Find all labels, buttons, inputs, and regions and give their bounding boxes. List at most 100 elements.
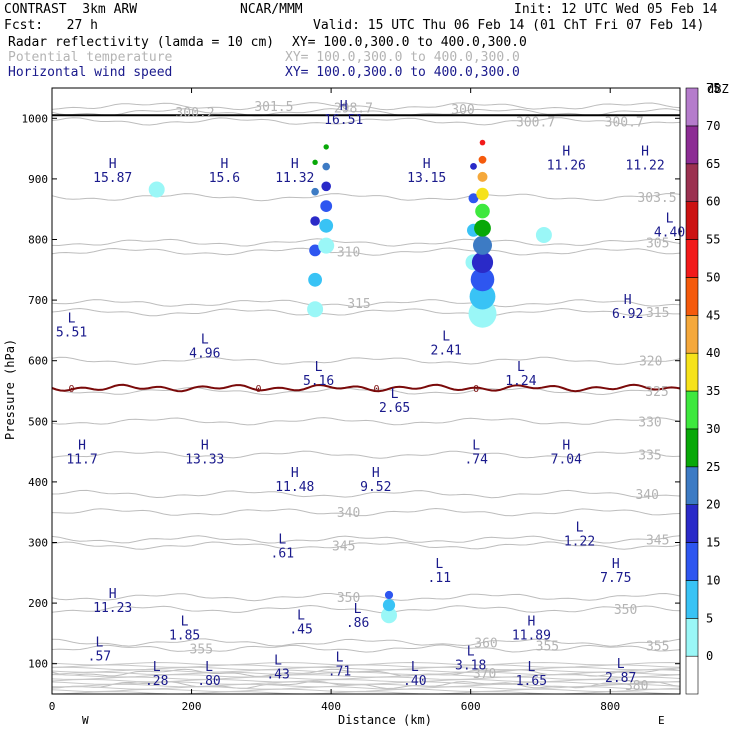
- forecast-hour: Fcst: 27 h: [4, 18, 98, 33]
- wind-extremum-kind: H: [109, 157, 117, 172]
- wind-extremum-value: 13.33: [185, 453, 224, 468]
- colorbar-swatch: [685, 352, 699, 392]
- wind-extremum-value: 2.41: [431, 344, 462, 359]
- theta-label: 360: [474, 637, 497, 652]
- theta-label: 350: [614, 603, 637, 618]
- wind-extremum-kind: H: [612, 557, 620, 572]
- wind-extremum-kind: L: [315, 360, 323, 375]
- theta-contour: [51, 535, 681, 544]
- reflectivity-cell: [478, 155, 487, 164]
- wind-extremum-kind: H: [527, 614, 535, 629]
- theta-label: 303.5: [637, 191, 676, 206]
- theta-label: 345: [332, 540, 355, 555]
- theta-label: 380: [625, 679, 648, 694]
- wind-extremum-value: .28: [145, 674, 168, 689]
- wind-extremum-kind: L: [336, 651, 344, 666]
- wind-extremum-kind: H: [78, 439, 86, 454]
- wind-extremum-value: 1.85: [169, 628, 200, 643]
- theta-label: 305: [646, 237, 669, 252]
- wind-extremum-kind: H: [641, 145, 649, 160]
- wind-extremum-value: 11.48: [275, 480, 314, 495]
- wind-extremum-value: .61: [271, 547, 294, 562]
- wind-extremum-value: .80: [197, 674, 220, 689]
- wind-extremum-value: 9.52: [360, 480, 391, 495]
- wind-extremum-kind: L: [435, 557, 443, 572]
- wind-extremum-kind: L: [467, 645, 475, 660]
- wind-extremum-value: 5.51: [56, 325, 87, 340]
- reflectivity-cell: [382, 599, 396, 612]
- wind-extremum-value: 11.23: [93, 601, 132, 616]
- theta-label: 315: [646, 306, 669, 321]
- wind-extremum-value: .43: [266, 668, 289, 683]
- theta-label: 300.7: [516, 115, 555, 130]
- colorbar-swatch: [685, 617, 699, 657]
- colorbar-swatch: [685, 201, 699, 240]
- reflectivity-cell: [474, 219, 491, 237]
- wind-extremum-kind: L: [274, 654, 282, 669]
- reflectivity-cell: [311, 187, 319, 196]
- zero-contour-label: 0: [373, 384, 379, 395]
- colorbar-tick-label: 30: [706, 422, 720, 436]
- wind-extremum-value: .45: [289, 622, 312, 637]
- reflectivity-cell: [320, 200, 333, 213]
- colorbar-swatch: [685, 314, 699, 354]
- wind-extremum-value: 4.96: [189, 347, 220, 362]
- theta-label: 315: [347, 297, 370, 312]
- theta-contour: [51, 604, 681, 614]
- reflectivity-cell: [310, 216, 320, 226]
- reflectivity-cell: [476, 187, 489, 201]
- wind-extremum-kind: H: [291, 466, 299, 481]
- y-tick-label: 900: [28, 173, 48, 186]
- colorbar-tick-label: 45: [706, 308, 720, 322]
- wind-extremum-kind: L: [201, 333, 209, 348]
- wind-extremum-kind: H: [201, 439, 209, 454]
- wind-extremum-value: .71: [328, 665, 351, 680]
- theta-contour: [51, 192, 681, 202]
- colorbar-swatch: [685, 239, 699, 278]
- theta-contour: [51, 541, 681, 550]
- wind-extremum-kind: L: [617, 657, 625, 672]
- theta-contour: [51, 489, 681, 499]
- theta-label: 300.2: [175, 106, 214, 121]
- theta-label: 355: [536, 640, 559, 655]
- theta-contour: [51, 102, 681, 111]
- wind-extremum-kind: L: [278, 533, 286, 548]
- theta-contour: [51, 238, 681, 247]
- plot-frame: [51, 87, 681, 695]
- theta-contour: [51, 644, 681, 653]
- wind-extremum-value: 11.26: [547, 159, 586, 174]
- colorbar-unit: dBZ: [707, 82, 729, 96]
- y-tick-label: 700: [28, 294, 48, 307]
- colorbar-swatch: [685, 466, 699, 505]
- theta-label: 320: [639, 355, 662, 370]
- wind-extremum-kind: L: [68, 311, 76, 326]
- theta-contour: [51, 299, 681, 308]
- reflectivity-cell: [323, 144, 329, 150]
- wind-extremum-value: 1.22: [564, 534, 595, 549]
- wind-extremum-kind: H: [109, 587, 117, 602]
- wind-extremum-value: .86: [346, 616, 369, 631]
- theta-label: 355: [190, 643, 213, 658]
- theta-label: 300.7: [605, 115, 644, 130]
- wind-extremum-value: 11.89: [512, 628, 551, 643]
- x-axis-label: Distance (km): [338, 713, 432, 727]
- wind-extremum-value: 6.92: [612, 307, 643, 322]
- y-tick-label: 800: [28, 234, 48, 247]
- zero-contour-label: 0: [473, 384, 479, 395]
- colorbar-tick-label: 35: [706, 384, 720, 398]
- wind-extremum-kind: H: [423, 157, 431, 172]
- wind-extremum-kind: H: [220, 157, 228, 172]
- theta-label: 298.7: [334, 101, 373, 116]
- y-tick-label: 100: [28, 658, 48, 671]
- wind-extremum-kind: H: [340, 99, 348, 114]
- reflectivity-cell: [148, 181, 165, 198]
- colorbar-swatch: [685, 580, 699, 619]
- theta-contour: [51, 450, 681, 459]
- theta-contour: [51, 674, 681, 678]
- x-tick-label: 800: [600, 700, 620, 713]
- colorbar-tick-label: 5: [706, 611, 713, 625]
- reflectivity-cell: [322, 162, 331, 171]
- wind-extremum-kind: H: [562, 145, 570, 160]
- reflectivity-cell: [307, 301, 324, 318]
